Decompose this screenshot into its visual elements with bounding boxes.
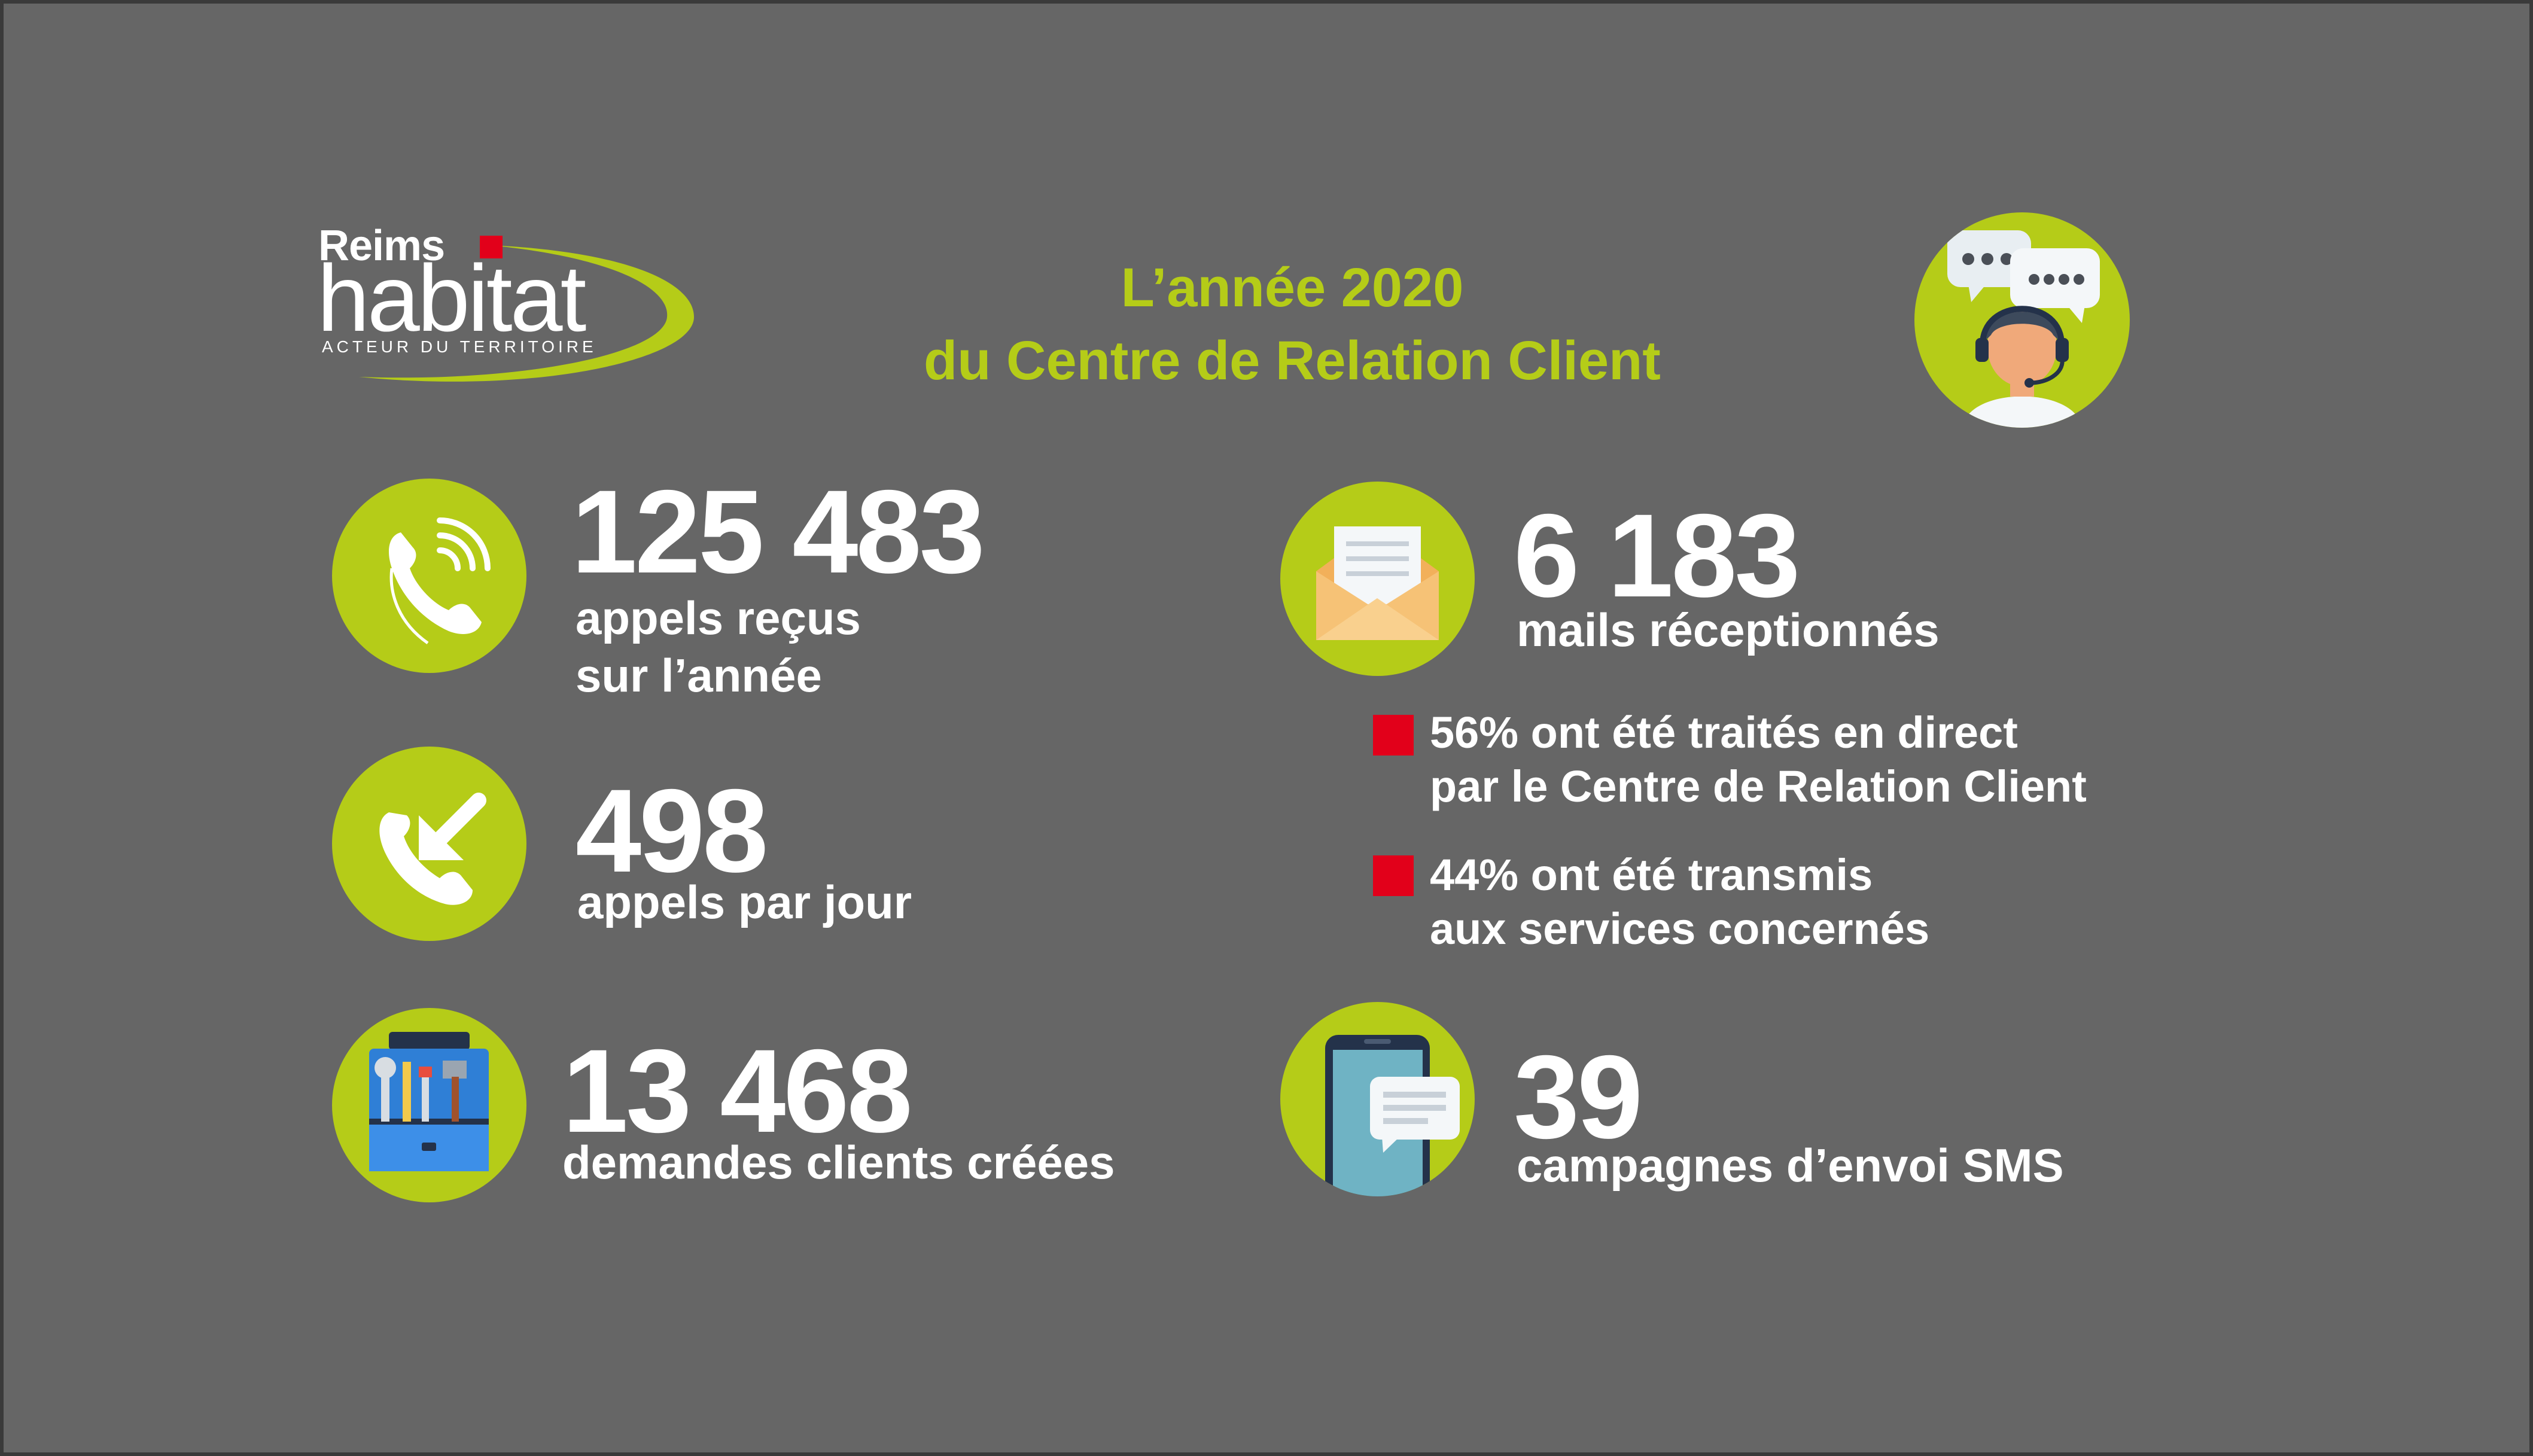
bullet-direct-text: 56% ont été traités en direct par le Cen… xyxy=(1430,706,2087,814)
bullet-transmitted-text: 44% ont été transmis aux services concer… xyxy=(1430,848,1929,956)
incoming-call-icon xyxy=(332,747,526,941)
stat-requests-label-line-1: demandes clients créées xyxy=(562,1136,1115,1189)
logo-reims-text: Reims xyxy=(318,222,445,270)
stat-calls-year-number: 125 483 xyxy=(571,465,985,598)
customer-service-agent-icon xyxy=(1914,212,2130,428)
logo-tagline: ACTEUR DU TERRITOIRE xyxy=(322,337,597,356)
stat-calls-year-label-line-2: sur l’année xyxy=(576,649,822,702)
envelope-icon xyxy=(1280,482,1475,676)
stat-sms-number: 39 xyxy=(1514,1031,1643,1163)
bullet-direct-line-2: par le Centre de Relation Client xyxy=(1430,761,2087,811)
logo-habitat-text: habitat xyxy=(317,246,586,351)
bullet-square-transmitted xyxy=(1373,855,1414,896)
stat-calls-year-label-line-1: appels reçus xyxy=(576,592,861,644)
stat-mails-label-line-1: mails réceptionnés xyxy=(1517,604,1940,656)
stat-requests-label: demandes clients créées xyxy=(562,1134,1115,1191)
toolbox-icon xyxy=(332,1008,526,1202)
bullet-transmitted-line-1: 44% ont été transmis xyxy=(1430,850,1873,900)
stat-calls-year-label: appels reçus sur l’année xyxy=(576,589,861,704)
stat-calls-day-label: appels par jour xyxy=(577,873,912,931)
bullet-square-direct xyxy=(1373,715,1414,756)
logo-red-square xyxy=(480,236,503,258)
stat-calls-day-label-line-1: appels par jour xyxy=(577,876,912,928)
title-line-1: L’année 2020 xyxy=(1121,257,1464,318)
stat-requests-number: 13 468 xyxy=(562,1025,913,1157)
stat-calls-day-number: 498 xyxy=(576,764,768,897)
stat-sms-label-line-1: campagnes d’envoi SMS xyxy=(1517,1139,2064,1192)
title-line-2: du Centre de Relation Client xyxy=(924,330,1661,391)
smartphone-sms-icon xyxy=(1280,1002,1475,1196)
bullet-transmitted-line-2: aux services concernés xyxy=(1430,904,1930,954)
stat-sms-label: campagnes d’envoi SMS xyxy=(1517,1137,2064,1194)
page-title: L’année 2020 du Centre de Relation Clien… xyxy=(790,251,1795,397)
stat-mails-label: mails réceptionnés xyxy=(1517,601,1940,659)
phone-ringing-icon xyxy=(332,479,526,673)
reims-habitat-logo: Reims habitat ACTEUR DU TERRITOIRE xyxy=(311,215,706,395)
bullet-direct-line-1: 56% ont été traités en direct xyxy=(1430,708,2018,757)
stat-mails-number: 6 183 xyxy=(1514,489,1800,622)
